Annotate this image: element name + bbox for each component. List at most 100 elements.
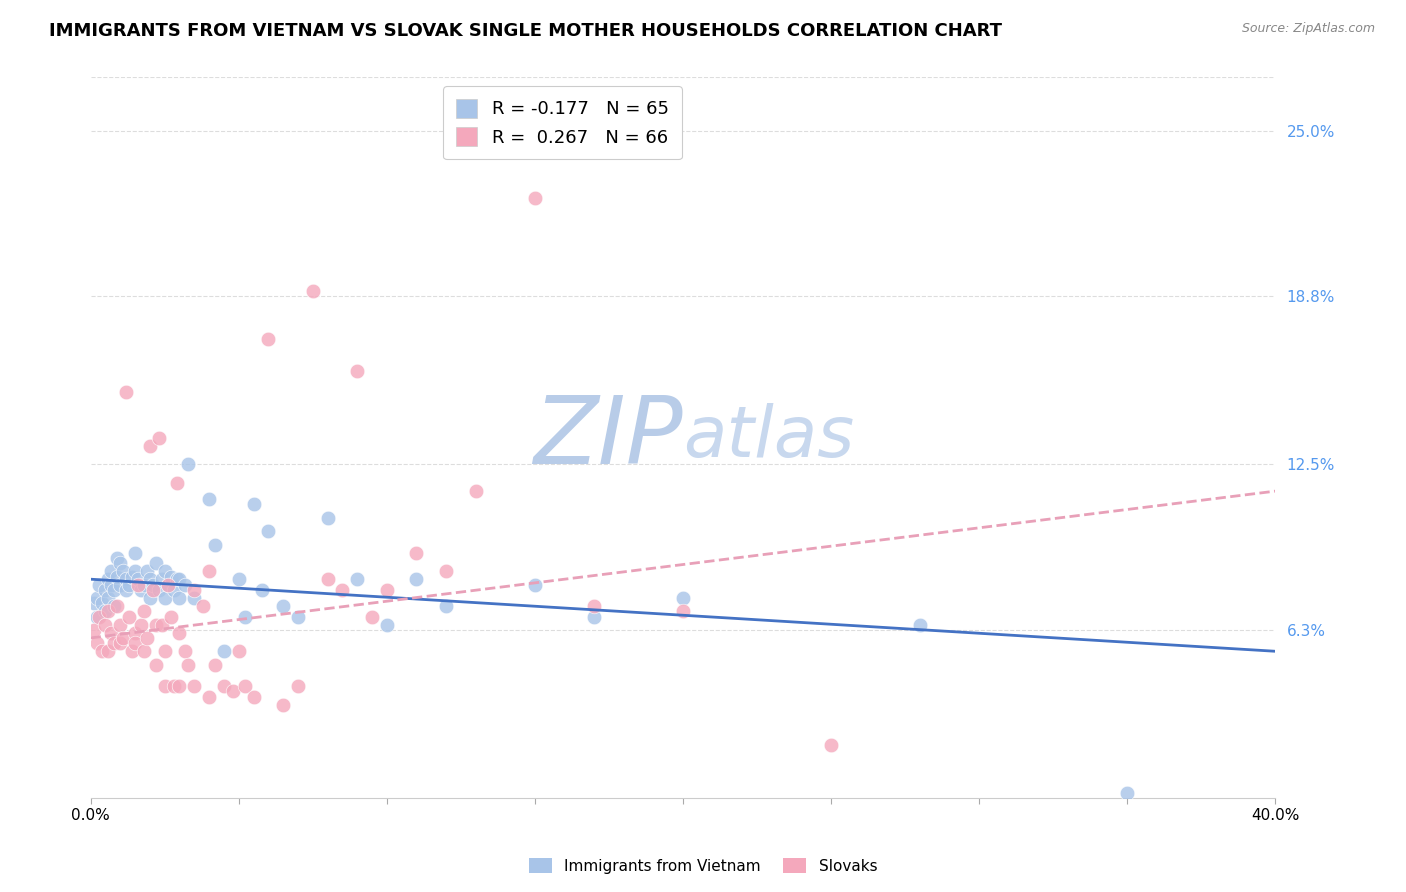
- Point: [316, 511, 339, 525]
- Point: [148, 582, 170, 597]
- Point: [100, 577, 122, 591]
- Point: [112, 564, 135, 578]
- Point: [153, 591, 176, 605]
- Point: [145, 556, 167, 570]
- Point: [97, 604, 120, 618]
- Point: [121, 644, 143, 658]
- Point: [153, 644, 176, 658]
- Point: [135, 564, 157, 578]
- Point: [127, 572, 149, 586]
- Point: [174, 577, 197, 591]
- Point: [183, 582, 205, 597]
- Point: [139, 572, 162, 586]
- Point: [105, 569, 128, 583]
- Point: [142, 577, 165, 591]
- Point: [86, 609, 108, 624]
- Point: [129, 582, 152, 597]
- Point: [153, 564, 176, 578]
- Point: [271, 599, 294, 613]
- Point: [118, 609, 141, 624]
- Point: [257, 524, 280, 538]
- Legend: R = -0.177   N = 65, R =  0.267   N = 66: R = -0.177 N = 65, R = 0.267 N = 66: [443, 87, 682, 160]
- Point: [434, 564, 457, 578]
- Point: [405, 572, 427, 586]
- Point: [127, 577, 149, 591]
- Point: [86, 636, 108, 650]
- Point: [110, 577, 132, 591]
- Point: [91, 644, 114, 658]
- Point: [94, 604, 117, 618]
- Point: [166, 476, 188, 491]
- Point: [169, 679, 191, 693]
- Point: [233, 609, 256, 624]
- Point: [97, 572, 120, 586]
- Point: [346, 572, 368, 586]
- Point: [287, 679, 309, 693]
- Point: [204, 537, 226, 551]
- Point: [97, 644, 120, 658]
- Point: [94, 617, 117, 632]
- Point: [115, 582, 138, 597]
- Point: [124, 636, 146, 650]
- Point: [316, 572, 339, 586]
- Point: [198, 492, 221, 507]
- Point: [271, 698, 294, 712]
- Point: [150, 617, 173, 632]
- Point: [672, 604, 695, 618]
- Point: [361, 609, 384, 624]
- Text: atlas: atlas: [683, 403, 853, 472]
- Point: [115, 385, 138, 400]
- Point: [174, 644, 197, 658]
- Point: [110, 617, 132, 632]
- Point: [583, 609, 606, 624]
- Point: [169, 591, 191, 605]
- Point: [105, 550, 128, 565]
- Point: [121, 569, 143, 583]
- Point: [228, 572, 250, 586]
- Point: [405, 545, 427, 559]
- Point: [198, 690, 221, 704]
- Point: [132, 644, 155, 658]
- Text: IMMIGRANTS FROM VIETNAM VS SLOVAK SINGLE MOTHER HOUSEHOLDS CORRELATION CHART: IMMIGRANTS FROM VIETNAM VS SLOVAK SINGLE…: [49, 22, 1002, 40]
- Point: [183, 679, 205, 693]
- Point: [156, 577, 179, 591]
- Point: [89, 609, 111, 624]
- Point: [156, 577, 179, 591]
- Point: [672, 591, 695, 605]
- Point: [105, 599, 128, 613]
- Point: [150, 572, 173, 586]
- Point: [169, 625, 191, 640]
- Point: [159, 569, 181, 583]
- Point: [129, 617, 152, 632]
- Point: [523, 190, 546, 204]
- Point: [132, 577, 155, 591]
- Point: [204, 657, 226, 672]
- Point: [166, 572, 188, 586]
- Point: [908, 617, 931, 632]
- Point: [375, 582, 398, 597]
- Point: [233, 679, 256, 693]
- Point: [103, 582, 125, 597]
- Point: [257, 332, 280, 346]
- Text: ZIP: ZIP: [533, 392, 683, 483]
- Point: [330, 582, 353, 597]
- Point: [124, 545, 146, 559]
- Point: [103, 636, 125, 650]
- Point: [162, 679, 184, 693]
- Point: [91, 596, 114, 610]
- Point: [124, 625, 146, 640]
- Point: [464, 484, 486, 499]
- Point: [89, 577, 111, 591]
- Point: [100, 625, 122, 640]
- Point: [198, 564, 221, 578]
- Point: [135, 631, 157, 645]
- Point: [112, 631, 135, 645]
- Point: [132, 604, 155, 618]
- Point: [375, 617, 398, 632]
- Point: [110, 636, 132, 650]
- Point: [228, 644, 250, 658]
- Point: [94, 582, 117, 597]
- Point: [153, 679, 176, 693]
- Point: [142, 582, 165, 597]
- Point: [242, 498, 264, 512]
